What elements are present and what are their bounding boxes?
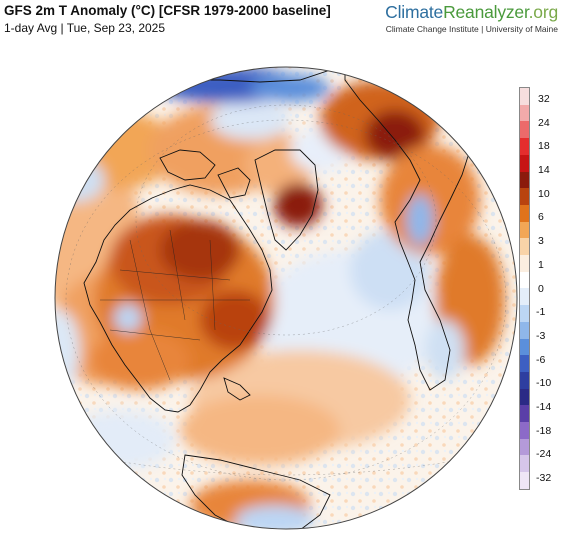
brand-tagline: Climate Change Institute | University of… xyxy=(385,24,558,34)
colorbar-segment xyxy=(520,104,529,122)
boundaries xyxy=(100,229,250,381)
colorbar-tick-label: -32 xyxy=(536,472,552,484)
colorbar-tick-label: 32 xyxy=(538,93,550,105)
colorbar-segment xyxy=(520,371,529,389)
globe-fill xyxy=(55,67,517,529)
colorbar-segment xyxy=(520,171,529,189)
colorbar-segment xyxy=(520,288,529,306)
colorbar-segment xyxy=(520,221,529,239)
colorbar-segment xyxy=(520,438,529,456)
colorbar-segment xyxy=(520,204,529,222)
colorbar-segment xyxy=(520,355,529,372)
colorbar-tick-label: -24 xyxy=(536,448,552,461)
colorbar-tick-label: 6 xyxy=(538,211,544,224)
colorbar-tick-label: -18 xyxy=(536,424,552,437)
colorbar-tick-label: 10 xyxy=(538,187,550,200)
globe-outline xyxy=(54,66,518,530)
colorbar-labels: 32 24 18 14 10 6 3 1 0 -1 -3 -6 -10 -14 -18 -24 -32 xyxy=(536,87,562,490)
page-subtitle: 1-day Avg | Tue, Sep 23, 2025 xyxy=(4,21,166,35)
colorbar-tick-label: -3 xyxy=(536,329,546,342)
colorbar-segment xyxy=(520,388,529,406)
brand-logo-part2: Reanalyzer xyxy=(443,2,529,22)
colorbar-tick-label: -1 xyxy=(536,306,546,319)
colorbar-segment xyxy=(520,271,529,289)
colorbar-segment xyxy=(520,121,529,139)
colorbar-tick-label: 0 xyxy=(538,282,544,295)
brand-logo[interactable]: ClimateReanalyzer.org xyxy=(385,2,558,23)
brand-logo-part3: .org xyxy=(528,2,559,22)
colorbar-segment xyxy=(520,154,529,172)
colorbar-segment xyxy=(520,238,529,256)
colorbar-segment xyxy=(520,255,529,272)
colorbar-tick-label: 1 xyxy=(538,258,544,271)
brand-logo-part1: Climate xyxy=(385,2,444,22)
colorbar-segment xyxy=(520,321,529,339)
colorbar-segment xyxy=(520,405,529,423)
colorbar-segment xyxy=(520,305,529,322)
colorbar-segment xyxy=(520,472,529,489)
colorbar-tick-label: 24 xyxy=(538,116,550,129)
page-title: GFS 2m T Anomaly (°C) [CFSR 1979-2000 ba… xyxy=(4,3,331,18)
colorbar-segment xyxy=(520,138,529,155)
colorbar-segment xyxy=(520,455,529,473)
colorbar-tick-label: 14 xyxy=(538,164,550,177)
colorbar-segment xyxy=(520,338,529,356)
colorbar-segment xyxy=(520,88,529,105)
colorbar-tick-label: -14 xyxy=(536,400,552,413)
colorbar-segment xyxy=(520,188,529,205)
colorbar-segment xyxy=(520,422,529,439)
colorbar-tick-label: 3 xyxy=(538,235,544,248)
colorbar-tick-label: 18 xyxy=(538,140,550,153)
colorbar xyxy=(519,87,530,490)
brand-block[interactable]: ClimateReanalyzer.org Climate Change Ins… xyxy=(385,2,558,34)
colorbar-tick-label: -10 xyxy=(536,377,552,390)
colorbar-tick-label: -6 xyxy=(536,353,546,366)
anomaly-field xyxy=(55,67,505,529)
